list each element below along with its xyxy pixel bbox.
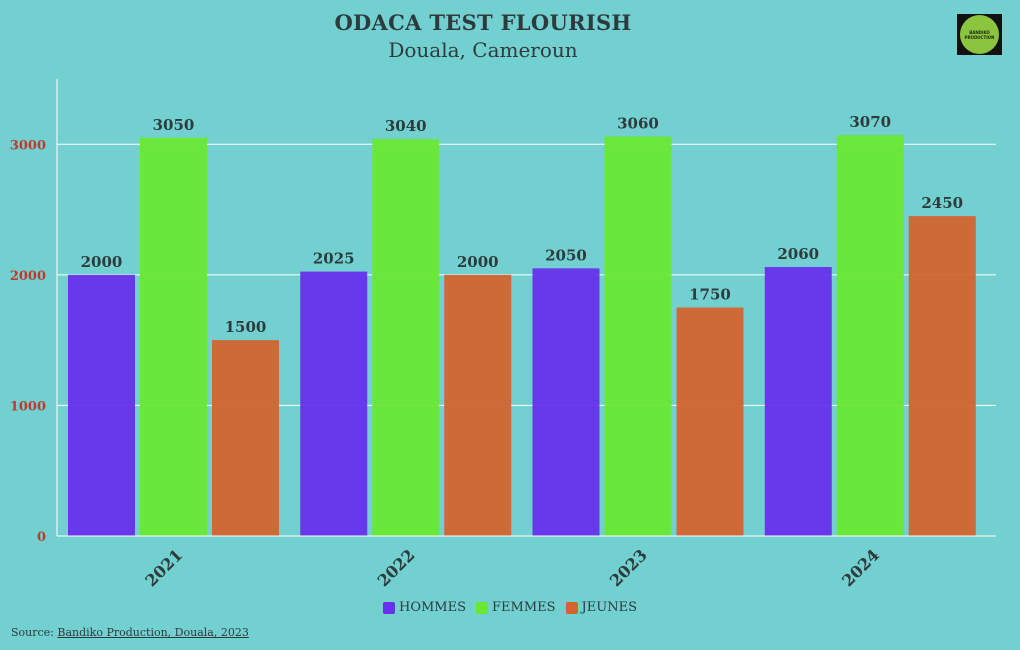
source-link[interactable]: Bandiko Production, Douala, 2023 — [57, 626, 249, 639]
legend-label-femmes: FEMMES — [492, 600, 556, 615]
bar-hommes — [532, 268, 600, 536]
bar-hommes — [300, 271, 368, 536]
data-label: 2450 — [921, 194, 963, 212]
chart-subtitle: Douala, Cameroun — [388, 38, 578, 62]
legend-item-jeunes[interactable]: JEUNES — [565, 600, 637, 615]
x-tick-label: 2024 — [838, 545, 883, 590]
data-label: 3040 — [385, 117, 427, 135]
data-label: 2000 — [81, 253, 123, 271]
data-label: 2000 — [457, 253, 499, 271]
bar-hommes — [68, 274, 135, 536]
bar-hommes — [764, 267, 832, 536]
data-label: 3060 — [617, 114, 659, 132]
data-label: 2025 — [313, 250, 355, 268]
logo-emblem: BANDIKO PRODUCTION — [960, 15, 999, 54]
bar-femmes — [836, 135, 904, 536]
data-label: 2060 — [777, 245, 819, 263]
chart-title: ODACA TEST FLOURISH — [334, 10, 632, 35]
legend-item-hommes[interactable]: HOMMES — [383, 600, 466, 615]
bar-femmes — [372, 139, 440, 536]
x-tick-label: 2022 — [374, 545, 419, 590]
y-tick-label: 2000 — [10, 269, 46, 284]
source-note: Source: Bandiko Production, Douala, 2023 — [11, 626, 249, 639]
legend-swatch-femmes — [476, 601, 489, 614]
bar-jeunes — [908, 216, 976, 536]
x-tick-label: 2021 — [141, 545, 186, 590]
bar-jeunes — [212, 340, 279, 536]
y-tick-label: 3000 — [10, 138, 46, 153]
bar-femmes — [604, 136, 672, 537]
bar-chart: 0 1000 2000 3000 2000 3050 1500 2021 2025 3040 200… — [10, 79, 996, 590]
bar-femmes — [140, 137, 207, 536]
data-label: 3070 — [849, 113, 891, 131]
x-tick-label: 2023 — [606, 545, 651, 590]
source-label: Source: — [11, 626, 54, 639]
bar-jeunes — [676, 307, 744, 536]
bar-jeunes — [444, 274, 512, 536]
data-label: 1500 — [225, 318, 267, 336]
legend-swatch-hommes — [383, 601, 395, 614]
brand-logo: BANDIKO PRODUCTION — [957, 14, 1002, 55]
legend-item-femmes[interactable]: FEMMES — [476, 600, 556, 615]
legend-swatch-jeunes — [565, 601, 578, 614]
legend-label-jeunes: JEUNES — [581, 600, 637, 615]
legend-label-hommes: HOMMES — [399, 600, 467, 615]
y-tick-label: 0 — [37, 530, 46, 545]
chart-legend: HOMMES FEMMES JEUNES — [0, 600, 1020, 615]
data-label: 2050 — [545, 246, 587, 264]
data-label: 3050 — [153, 116, 195, 134]
data-label: 1750 — [689, 286, 731, 304]
y-tick-label: 1000 — [10, 399, 46, 414]
